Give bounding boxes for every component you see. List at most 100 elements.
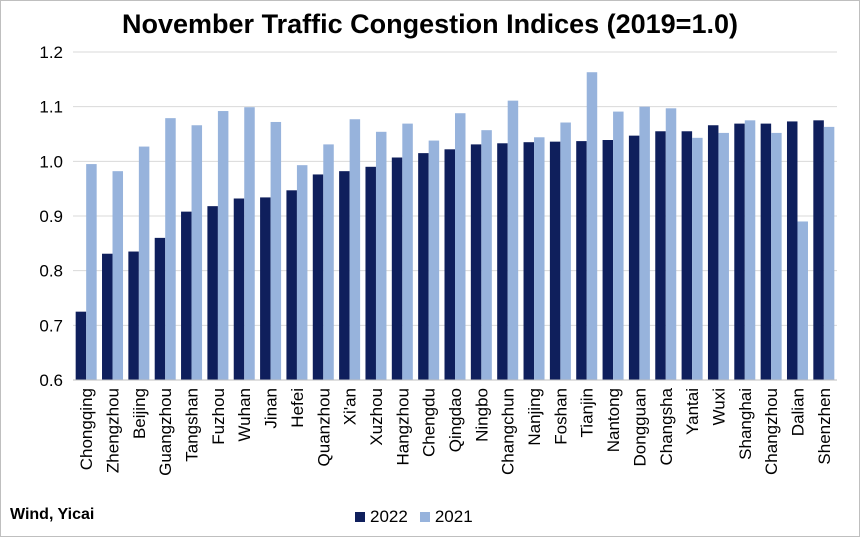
legend: 2022 2021 xyxy=(355,507,473,527)
legend-label-2022: 2022 xyxy=(370,507,408,526)
x-tick-label: Ningbo xyxy=(472,388,491,442)
bar-2021-chengdu xyxy=(428,140,440,380)
y-axis-ticks: 0.6 0.7 0.8 0.9 1.0 1.1 1.2 xyxy=(39,43,63,390)
bar-2022-dalian xyxy=(786,121,798,381)
bar-2021-zhengzhou xyxy=(112,171,124,380)
bar-2021-wuxi xyxy=(718,132,729,380)
x-axis-labels: Chongqing Zhengzhou Beijing Guangzhou Tangsh… xyxy=(77,387,834,475)
bar-2022-xuzhou xyxy=(365,166,376,380)
bar-2021-tianjin xyxy=(586,72,598,380)
bar-2021-hefei xyxy=(296,165,308,380)
bar-2022-nanjing xyxy=(523,142,535,380)
y-tick-label: 0.8 xyxy=(39,262,63,281)
bar-2022-yantai xyxy=(681,131,693,380)
bar-2021-changzhou xyxy=(771,132,782,380)
legend-item-2021: 2021 xyxy=(419,507,473,527)
bar-2022-zhengzhou xyxy=(102,253,113,380)
bar-2022-tangshan xyxy=(181,211,192,380)
bar-2022-shenzhen xyxy=(813,120,824,380)
x-tick-label: Tangshan xyxy=(183,388,202,462)
legend-label-2021: 2021 xyxy=(434,507,473,526)
x-tick-label: Wuxi xyxy=(709,388,728,425)
x-tick-label: Nanjing xyxy=(525,388,544,446)
x-tick-label: Guangzhou xyxy=(156,388,175,476)
x-tick-label: Hefei xyxy=(288,388,307,428)
bar-2022-fuzhou xyxy=(207,206,218,380)
x-tick-label: Xi'an xyxy=(341,388,360,425)
bar-2021-hangzhou xyxy=(402,123,413,381)
x-tick-label: Changchun xyxy=(499,388,518,475)
bar-2022-wuhan xyxy=(233,198,245,380)
x-tick-label: Beijing xyxy=(130,388,149,439)
bar-2022-changzhou xyxy=(760,123,772,381)
bar-2021-fuzhou xyxy=(217,111,229,380)
bar-2022-nantong xyxy=(602,140,614,380)
y-tick-label: 0.9 xyxy=(39,207,63,226)
x-tick-label: Shanghai xyxy=(736,388,755,460)
bar-2022-wuxi xyxy=(707,125,719,380)
bar-2021-yantai xyxy=(692,137,703,380)
x-tick-label: Yantai xyxy=(683,388,702,435)
bar-2022-dongguan xyxy=(628,135,640,380)
x-tick-label: Jinan xyxy=(262,388,281,429)
bar-2021-dalian xyxy=(797,221,808,380)
bar-2021-shenzhen xyxy=(823,126,835,380)
bar-2021-quanzhou xyxy=(323,144,334,380)
y-tick-label: 1.1 xyxy=(39,98,63,117)
bar-2021-ningbo xyxy=(481,130,492,380)
legend-item-2022: 2022 xyxy=(355,507,408,527)
bar-2022-shanghai xyxy=(734,123,745,381)
bar-2022-foshan xyxy=(549,141,561,380)
bar-2021-changsha xyxy=(665,108,677,380)
y-tick-label: 0.6 xyxy=(39,371,63,390)
x-tick-label: Quanzhou xyxy=(314,388,333,466)
x-tick-label: Fuzhou xyxy=(209,388,228,445)
x-tick-label: Nantong xyxy=(604,388,623,452)
x-tick-label: Changsha xyxy=(657,387,676,465)
bar-2022-guangzhou xyxy=(154,237,166,380)
legend-swatch-2022 xyxy=(355,512,365,522)
bar-2022-changchun xyxy=(497,143,508,380)
bar-2021-xuzhou xyxy=(375,131,387,380)
bar-2022-chongqing xyxy=(75,311,87,380)
bar-2021-tangshan xyxy=(191,125,203,380)
x-tick-label: Tianjin xyxy=(578,388,597,437)
x-tick-label: Zhengzhou xyxy=(104,388,123,473)
x-tick-label: Dalian xyxy=(788,388,807,436)
x-tick-label: Changzhou xyxy=(762,388,781,475)
bar-2021-nantong xyxy=(613,111,624,380)
bar-2021-wuhan xyxy=(244,107,255,381)
bar-2021-xian xyxy=(349,119,361,381)
x-tick-label: Hangzhou xyxy=(393,388,412,466)
bar-2021-guangzhou xyxy=(165,118,176,381)
legend-swatch-2021 xyxy=(419,512,430,522)
bar-2022-beijing xyxy=(128,251,139,380)
bar-2022-quanzhou xyxy=(312,174,324,380)
x-tick-label: Qingdao xyxy=(446,388,465,452)
source-note: Wind, Yicai xyxy=(10,506,95,523)
bar-2021-nanjing xyxy=(534,137,545,380)
bar-2021-changchun xyxy=(507,100,519,381)
bar-2022-tianjin xyxy=(576,141,587,380)
bar-2021-foshan xyxy=(560,122,571,381)
x-tick-label: Xuzhou xyxy=(367,388,386,446)
x-tick-label: Shenzhen xyxy=(815,388,834,465)
chart-title: November Traffic Congestion Indices (201… xyxy=(122,9,738,39)
bar-2022-qingdao xyxy=(444,149,455,380)
bar-2022-hefei xyxy=(286,190,297,380)
bar-2022-ningbo xyxy=(470,144,482,380)
x-tick-label: Foshan xyxy=(551,388,570,445)
y-tick-label: 0.7 xyxy=(39,316,63,335)
bar-2021-jinan xyxy=(270,121,282,380)
bar-2022-xian xyxy=(339,171,350,380)
bars xyxy=(75,72,835,381)
bar-2022-changsha xyxy=(655,131,666,380)
bar-2022-hangzhou xyxy=(391,157,403,380)
y-tick-label: 1.0 xyxy=(39,152,63,171)
x-tick-label: Dongguan xyxy=(630,388,649,466)
bar-2021-chongqing xyxy=(86,164,97,380)
x-tick-label: Chengdu xyxy=(420,388,439,457)
x-tick-label: Wuhan xyxy=(235,388,254,442)
bar-2022-chengdu xyxy=(418,153,429,380)
